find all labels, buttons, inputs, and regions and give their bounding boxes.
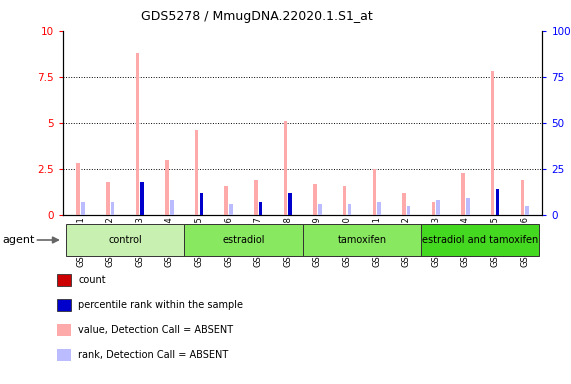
Bar: [496, 189, 499, 215]
Bar: [165, 160, 169, 215]
Bar: [77, 164, 80, 215]
Bar: [288, 193, 292, 215]
Text: estradiol: estradiol: [222, 235, 265, 245]
Bar: [288, 193, 292, 215]
Bar: [200, 193, 203, 215]
Bar: [224, 185, 228, 215]
Bar: [111, 202, 114, 215]
Bar: [136, 53, 139, 215]
Bar: [284, 121, 287, 215]
Bar: [377, 202, 381, 215]
Bar: [184, 224, 303, 256]
Bar: [348, 204, 351, 215]
Bar: [66, 224, 184, 256]
Text: rank, Detection Call = ABSENT: rank, Detection Call = ABSENT: [78, 350, 228, 360]
Bar: [491, 71, 494, 215]
Text: agent: agent: [3, 235, 35, 245]
Bar: [432, 202, 435, 215]
Bar: [436, 200, 440, 215]
Bar: [170, 200, 174, 215]
Text: tamoxifen: tamoxifen: [337, 235, 387, 245]
Bar: [200, 193, 203, 215]
Bar: [195, 130, 198, 215]
Bar: [140, 182, 144, 215]
Bar: [496, 189, 499, 215]
Bar: [466, 199, 469, 215]
Text: count: count: [78, 275, 106, 285]
Bar: [525, 206, 529, 215]
Text: percentile rank within the sample: percentile rank within the sample: [78, 300, 243, 310]
Bar: [421, 224, 540, 256]
Bar: [259, 202, 262, 215]
Bar: [313, 184, 317, 215]
Bar: [407, 206, 411, 215]
Bar: [343, 185, 347, 215]
Bar: [372, 169, 376, 215]
Text: GDS5278 / MmugDNA.22020.1.S1_at: GDS5278 / MmugDNA.22020.1.S1_at: [141, 10, 373, 23]
Bar: [106, 182, 110, 215]
Text: estradiol and tamoxifen: estradiol and tamoxifen: [422, 235, 538, 245]
Bar: [259, 202, 262, 215]
Text: control: control: [108, 235, 142, 245]
Text: value, Detection Call = ABSENT: value, Detection Call = ABSENT: [78, 325, 234, 335]
Bar: [81, 202, 85, 215]
Bar: [140, 182, 144, 215]
Bar: [402, 193, 405, 215]
Bar: [254, 180, 258, 215]
Bar: [461, 173, 465, 215]
Bar: [303, 224, 421, 256]
Bar: [229, 204, 233, 215]
Bar: [318, 204, 321, 215]
Bar: [521, 180, 524, 215]
